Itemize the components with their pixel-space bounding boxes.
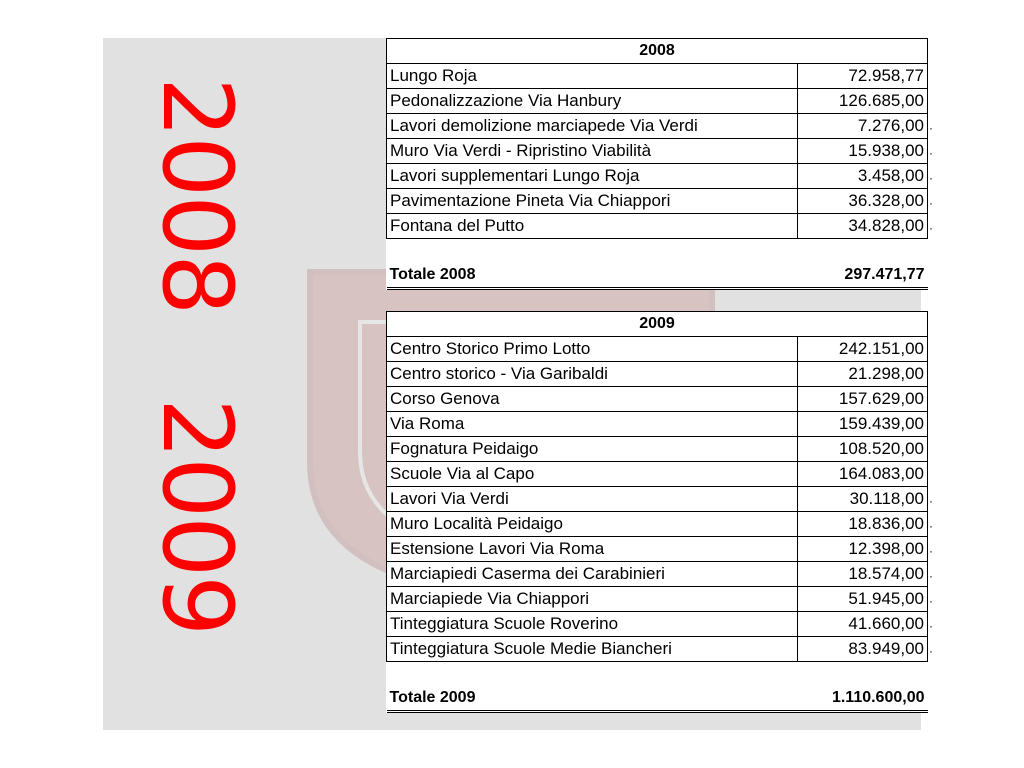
total-row: Totale 2008 297.471,77 [386, 263, 928, 290]
row-marker-dot: · [929, 569, 933, 583]
item-amount: 18.574,00 [797, 561, 928, 587]
item-amount: 12.398,00 [797, 536, 928, 562]
item-name: Corso Genova [386, 386, 798, 412]
item-amount: 41.660,00 [797, 611, 928, 637]
table-row: Pedonalizzazione Via Hanbury 126.685,00 [386, 88, 928, 114]
spacer-row [386, 238, 928, 263]
table-row: Centro storico - Via Garibaldi 21.298,00 [386, 361, 928, 387]
row-marker-dot: · [929, 171, 933, 185]
table-row: Estensione Lavori Via Roma 12.398,00 [386, 536, 928, 562]
side-year-2009: 2009 [141, 398, 253, 635]
table-row: Marciapiede Via Chiappori 51.945,00 [386, 586, 928, 612]
table-row: Centro Storico Primo Lotto 242.151,00 [386, 336, 928, 362]
table-row: Via Roma 159.439,00 [386, 411, 928, 437]
item-amount: 51.945,00 [797, 586, 928, 612]
item-name: Muro Località Peidaigo [386, 511, 798, 537]
item-name: Marciapiedi Caserma dei Carabinieri [386, 561, 798, 587]
item-amount: 159.439,00 [797, 411, 928, 437]
total-label: Totale 2009 [386, 686, 798, 713]
item-name: Estensione Lavori Via Roma [386, 536, 798, 562]
budget-table-2008: 2008 Lungo Roja 72.958,77 Pedonalizzazione… [386, 38, 928, 290]
item-name: Pavimentazione Pineta Via Chiappori [386, 188, 798, 214]
row-marker-dot: · [929, 619, 933, 633]
item-name: Tinteggiatura Scuole Medie Biancheri [386, 636, 798, 662]
total-label: Totale 2008 [386, 263, 798, 290]
item-amount: 3.458,00 [797, 163, 928, 189]
row-marker-dot: · [929, 121, 933, 135]
item-name: Lungo Roja [386, 63, 798, 89]
row-marker-dot: · [929, 221, 933, 235]
item-amount: 34.828,00 [797, 213, 928, 239]
item-amount: 83.949,00 [797, 636, 928, 662]
item-name: Pedonalizzazione Via Hanbury [386, 88, 798, 114]
item-name: Lavori supplementari Lungo Roja [386, 163, 798, 189]
item-name: Via Roma [386, 411, 798, 437]
item-name: Lavori Via Verdi [386, 486, 798, 512]
row-marker-dot: · [929, 146, 933, 160]
row-marker-dot: · [929, 544, 933, 558]
table-row: Fognatura Peidaigo 108.520,00 [386, 436, 928, 462]
total-amount: 297.471,77 [797, 263, 928, 290]
item-amount: 7.276,00 [797, 113, 928, 139]
item-name: Fognatura Peidaigo [386, 436, 798, 462]
item-amount: 126.685,00 [797, 88, 928, 114]
table-row: Muro Via Verdi - Ripristino Viabilità 15.… [386, 138, 928, 164]
item-name: Marciapiede Via Chiappori [386, 586, 798, 612]
item-amount: 164.083,00 [797, 461, 928, 487]
item-name: Tinteggiatura Scuole Roverino [386, 611, 798, 637]
table-header: 2009 [386, 311, 928, 337]
row-marker-dot: · [929, 519, 933, 533]
item-amount: 18.836,00 [797, 511, 928, 537]
item-amount: 15.938,00 [797, 138, 928, 164]
table-row: Lavori Via Verdi 30.118,00 [386, 486, 928, 512]
row-marker-dot: · [929, 196, 933, 210]
spacer-row [386, 661, 928, 686]
item-name: Lavori demolizione marciapede Via Verdi [386, 113, 798, 139]
row-marker-dot: · [929, 644, 933, 658]
item-amount: 36.328,00 [797, 188, 928, 214]
row-marker-dot: · [929, 594, 933, 608]
item-amount: 242.151,00 [797, 336, 928, 362]
table-header: 2008 [386, 38, 928, 64]
item-name: Fontana del Putto [386, 213, 798, 239]
side-year-2008: 2008 [141, 77, 253, 314]
table-row: Lavori supplementari Lungo Roja 3.458,00 [386, 163, 928, 189]
total-row: Totale 2009 1.110.600,00 [386, 686, 928, 713]
table-row: Marciapiedi Caserma dei Carabinieri 18.57… [386, 561, 928, 587]
table-row: Muro Località Peidaigo 18.836,00 [386, 511, 928, 537]
table-row: Corso Genova 157.629,00 [386, 386, 928, 412]
total-amount: 1.110.600,00 [797, 686, 928, 713]
table-row: Pavimentazione Pineta Via Chiappori 36.32… [386, 188, 928, 214]
item-name: Scuole Via al Capo [386, 461, 798, 487]
spacer-cell [386, 238, 928, 263]
row-marker-dot: · [929, 494, 933, 508]
spacer-cell [386, 661, 928, 686]
table-row: Fontana del Putto 34.828,00 [386, 213, 928, 239]
item-amount: 30.118,00 [797, 486, 928, 512]
table-row: Tinteggiatura Scuole Roverino 41.660,00 [386, 611, 928, 637]
item-amount: 157.629,00 [797, 386, 928, 412]
table-row: Lavori demolizione marciapede Via Verdi 7… [386, 113, 928, 139]
item-amount: 72.958,77 [797, 63, 928, 89]
table-row: Scuole Via al Capo 164.083,00 [386, 461, 928, 487]
budget-table-2009: 2009 Centro Storico Primo Lotto 242.151,0… [386, 311, 928, 713]
item-name: Centro Storico Primo Lotto [386, 336, 798, 362]
item-name: Centro storico - Via Garibaldi [386, 361, 798, 387]
item-amount: 21.298,00 [797, 361, 928, 387]
item-name: Muro Via Verdi - Ripristino Viabilità [386, 138, 798, 164]
item-amount: 108.520,00 [797, 436, 928, 462]
table-row: Lungo Roja 72.958,77 [386, 63, 928, 89]
table-row: Tinteggiatura Scuole Medie Biancheri 83.9… [386, 636, 928, 662]
